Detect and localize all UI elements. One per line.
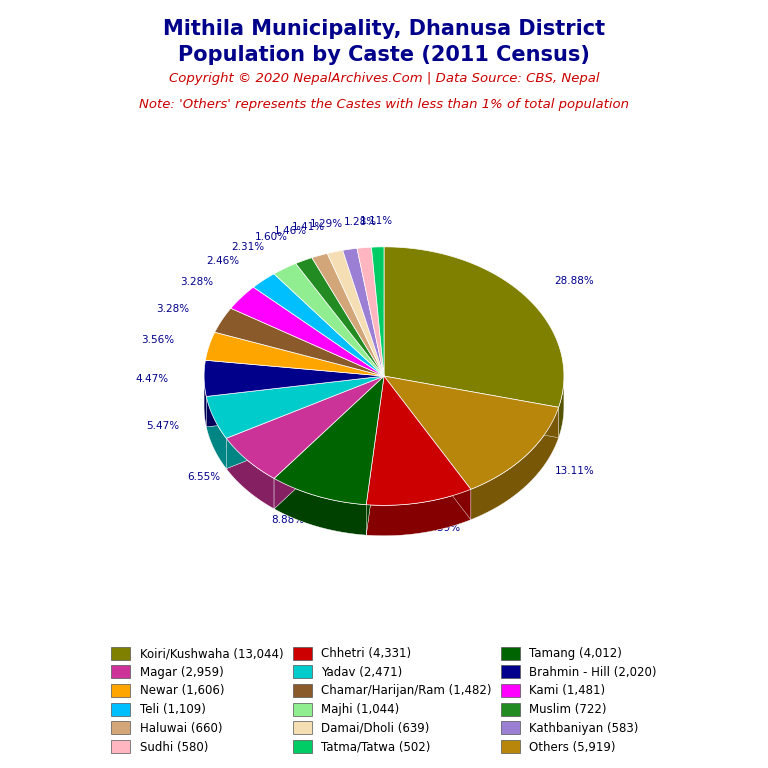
Polygon shape	[558, 378, 564, 438]
Text: 3.28%: 3.28%	[180, 276, 213, 286]
Polygon shape	[384, 376, 471, 520]
Text: 1.46%: 1.46%	[273, 227, 306, 237]
Text: Population by Caste (2011 Census): Population by Caste (2011 Census)	[178, 45, 590, 65]
Polygon shape	[471, 407, 558, 520]
Text: 6.55%: 6.55%	[187, 472, 220, 482]
Polygon shape	[384, 376, 471, 520]
Polygon shape	[215, 308, 384, 376]
Polygon shape	[384, 376, 558, 489]
Text: 1.11%: 1.11%	[360, 216, 393, 226]
Text: 28.88%: 28.88%	[554, 276, 594, 286]
Text: 1.60%: 1.60%	[255, 232, 288, 242]
Polygon shape	[231, 287, 384, 376]
Polygon shape	[227, 376, 384, 468]
Polygon shape	[366, 376, 384, 535]
Polygon shape	[227, 376, 384, 468]
Polygon shape	[205, 333, 384, 376]
Polygon shape	[253, 274, 384, 376]
Polygon shape	[384, 376, 558, 438]
Polygon shape	[204, 360, 384, 396]
Polygon shape	[207, 376, 384, 439]
Polygon shape	[312, 253, 384, 376]
Polygon shape	[227, 439, 274, 509]
Text: 1.28%: 1.28%	[344, 217, 377, 227]
Polygon shape	[227, 376, 384, 478]
Polygon shape	[274, 376, 384, 509]
Polygon shape	[357, 247, 384, 376]
Text: 3.56%: 3.56%	[141, 335, 174, 345]
Text: 13.11%: 13.11%	[555, 465, 595, 475]
Text: 1.41%: 1.41%	[292, 222, 325, 232]
Text: 2.46%: 2.46%	[206, 256, 239, 266]
Polygon shape	[343, 248, 384, 376]
Polygon shape	[204, 376, 207, 427]
Text: 8.88%: 8.88%	[271, 515, 304, 525]
Polygon shape	[366, 376, 471, 505]
Text: Copyright © 2020 NepalArchives.Com | Data Source: CBS, Nepal: Copyright © 2020 NepalArchives.Com | Dat…	[169, 72, 599, 85]
Polygon shape	[384, 247, 564, 407]
Polygon shape	[274, 376, 384, 509]
Text: 2.31%: 2.31%	[232, 242, 265, 252]
Polygon shape	[384, 376, 558, 438]
Polygon shape	[274, 478, 366, 535]
Polygon shape	[372, 247, 384, 376]
Polygon shape	[366, 489, 471, 536]
Polygon shape	[207, 376, 384, 427]
Polygon shape	[207, 376, 384, 427]
Polygon shape	[327, 250, 384, 376]
Text: Mithila Municipality, Dhanusa District: Mithila Municipality, Dhanusa District	[163, 19, 605, 39]
Polygon shape	[274, 376, 384, 505]
Polygon shape	[296, 258, 384, 376]
Legend: Koiri/Kushwaha (13,044), Magar (2,959), Newar (1,606), Teli (1,109), Haluwai (66: Koiri/Kushwaha (13,044), Magar (2,959), …	[107, 642, 661, 758]
Text: 5.47%: 5.47%	[147, 422, 180, 432]
Text: 4.47%: 4.47%	[135, 374, 168, 384]
Text: Note: 'Others' represents the Castes with less than 1% of total population: Note: 'Others' represents the Castes wit…	[139, 98, 629, 111]
Text: 9.59%: 9.59%	[427, 523, 461, 533]
Polygon shape	[207, 396, 227, 468]
Text: 3.28%: 3.28%	[157, 303, 190, 313]
Polygon shape	[366, 376, 384, 535]
Polygon shape	[274, 263, 384, 376]
Text: 1.29%: 1.29%	[310, 219, 343, 229]
